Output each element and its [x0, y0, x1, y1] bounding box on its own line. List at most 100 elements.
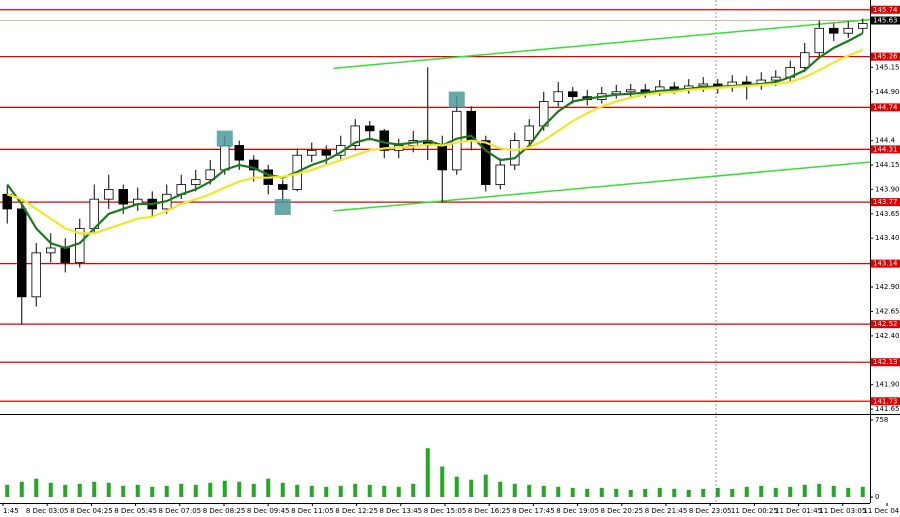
candle-body — [219, 145, 230, 171]
y-tick-label: 143.90 — [875, 185, 900, 193]
time-label: 8 Dec 17:45 — [512, 507, 555, 515]
volume-bar — [556, 486, 561, 497]
volume-bar — [643, 488, 648, 497]
volume-bar — [541, 485, 546, 497]
level-tag — [871, 145, 900, 154]
time-label: 8 Dec 11:05 — [291, 507, 334, 515]
volume-bar — [63, 484, 68, 497]
level-label: 143.77 — [873, 198, 898, 206]
level-tag — [871, 259, 900, 268]
level-label: 142.13 — [873, 358, 898, 366]
signal-marker — [216, 130, 233, 147]
candle-body — [524, 125, 535, 141]
volume-bar — [628, 489, 633, 497]
time-label: 8 Dec 16:25 — [468, 507, 511, 515]
candle-body — [321, 149, 331, 156]
volume-bar — [773, 487, 778, 497]
volume-bar — [614, 488, 619, 497]
time-label: 8 Dec 07:05 — [158, 507, 201, 515]
volume-bar — [208, 482, 213, 497]
y-tick-label: 144.15 — [875, 161, 900, 169]
candle-body — [248, 159, 259, 171]
volume-bar — [527, 484, 532, 497]
y-tick-label: 145.15 — [875, 63, 900, 71]
y-tick-label: 141.65 — [875, 405, 900, 413]
volume-bar — [802, 484, 807, 497]
level-tag — [871, 320, 900, 329]
candle-body — [277, 184, 288, 190]
volume-bar — [121, 485, 126, 497]
y-tick-label: 143.65 — [875, 210, 900, 218]
candle-body — [205, 169, 215, 181]
volume-bar — [19, 481, 24, 497]
candle-body — [800, 52, 810, 68]
y-tick-label: 143.40 — [875, 234, 900, 242]
y-tick-label: 142.40 — [875, 332, 900, 340]
time-label: 8 Dec 12:25 — [335, 507, 378, 515]
volume-bar — [193, 484, 198, 497]
volume-bar — [860, 486, 865, 497]
volume-bar — [396, 486, 401, 497]
volume-bar — [251, 483, 256, 497]
volume-bar — [382, 485, 387, 497]
candle-body — [495, 164, 505, 185]
candle-body — [16, 208, 27, 298]
volume-bar — [570, 487, 575, 497]
candle-body — [234, 145, 244, 161]
volume-bar — [744, 486, 749, 497]
y-tick-label: 144.90 — [875, 88, 900, 96]
time-label: 8 Dec 09:45 — [247, 507, 290, 515]
volume-bar — [266, 478, 271, 497]
candle-body — [364, 125, 375, 132]
time-label: 8 Dec 20:25 — [600, 507, 643, 515]
volume-bar — [599, 487, 604, 497]
volume-bar — [831, 485, 836, 497]
candle-body — [568, 91, 578, 98]
volume-bar — [730, 488, 735, 497]
volume-bar — [150, 486, 155, 497]
candle-body — [509, 140, 520, 166]
level-label: 145.74 — [873, 6, 898, 14]
volume-bar — [715, 487, 720, 497]
volume-bar — [48, 482, 53, 497]
candle-body — [553, 91, 564, 102]
y-tick-label: 142.65 — [875, 307, 900, 315]
time-label: 11 Dec 04:25 — [863, 507, 900, 515]
time-label: 8 Dec 05:45 — [114, 507, 157, 515]
candle-body — [2, 193, 12, 210]
volume-bar — [5, 484, 10, 497]
volume-bar — [759, 485, 764, 497]
volume-bar — [92, 481, 97, 497]
level-label: 145.26 — [873, 53, 898, 61]
volume-bar — [672, 488, 677, 497]
volume-bar — [295, 484, 300, 497]
volume-bar — [411, 483, 416, 497]
level-label: 144.31 — [873, 145, 898, 153]
candle-body — [843, 27, 854, 34]
volume-bar — [135, 484, 140, 497]
volume-bar — [469, 479, 474, 497]
volume-bar — [34, 478, 39, 497]
level-label: 142.52 — [873, 320, 898, 328]
candle-body — [437, 145, 447, 171]
candle-body — [118, 189, 129, 205]
time-label: 8 Dec 03:05 — [26, 507, 69, 515]
time-label: 11 Dec 00:25 — [731, 507, 778, 515]
level-label: 144.74 — [873, 103, 898, 111]
volume-bar — [686, 489, 691, 497]
volume-tick-label: 758 — [875, 416, 888, 424]
volume-bar — [512, 483, 517, 497]
level-tag — [871, 397, 900, 406]
volume-bar — [280, 482, 285, 497]
time-label: 8 Dec 04:25 — [70, 507, 113, 515]
time-label: 11 Dec 03:05 — [819, 507, 866, 515]
volume-tick-label: 0 — [875, 493, 879, 501]
volume-bar — [498, 481, 503, 497]
time-label: 8 Dec 08:25 — [203, 507, 246, 515]
volume-bar — [353, 483, 358, 497]
y-tick-label: 141.90 — [875, 381, 900, 389]
volume-bar — [179, 483, 184, 497]
trendline — [333, 18, 871, 70]
